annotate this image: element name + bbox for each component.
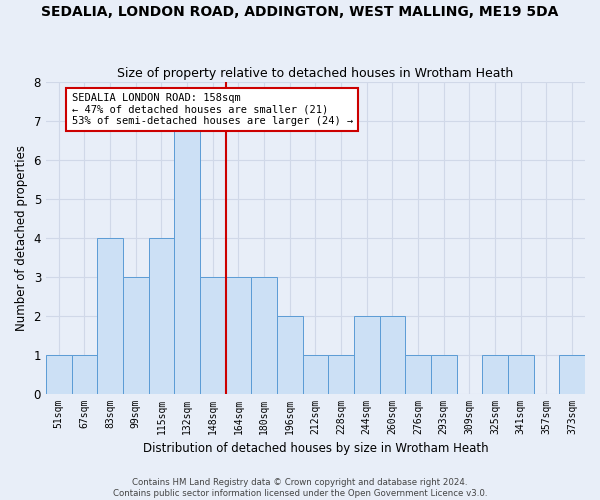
Bar: [251, 276, 277, 394]
Y-axis label: Number of detached properties: Number of detached properties: [15, 145, 28, 331]
Bar: [149, 238, 174, 394]
X-axis label: Distribution of detached houses by size in Wrotham Heath: Distribution of detached houses by size …: [143, 442, 488, 455]
Bar: [482, 354, 508, 394]
Bar: [508, 354, 533, 394]
Bar: [328, 354, 354, 394]
Bar: [71, 354, 97, 394]
Bar: [226, 276, 251, 394]
Bar: [277, 316, 302, 394]
Bar: [97, 238, 123, 394]
Bar: [123, 276, 149, 394]
Bar: [380, 316, 406, 394]
Text: Contains HM Land Registry data © Crown copyright and database right 2024.
Contai: Contains HM Land Registry data © Crown c…: [113, 478, 487, 498]
Bar: [559, 354, 585, 394]
Bar: [46, 354, 71, 394]
Bar: [174, 121, 200, 394]
Bar: [431, 354, 457, 394]
Bar: [200, 276, 226, 394]
Bar: [354, 316, 380, 394]
Text: SEDALIA, LONDON ROAD, ADDINGTON, WEST MALLING, ME19 5DA: SEDALIA, LONDON ROAD, ADDINGTON, WEST MA…: [41, 5, 559, 19]
Bar: [302, 354, 328, 394]
Text: SEDALIA LONDON ROAD: 158sqm
← 47% of detached houses are smaller (21)
53% of sem: SEDALIA LONDON ROAD: 158sqm ← 47% of det…: [71, 93, 353, 126]
Title: Size of property relative to detached houses in Wrotham Heath: Size of property relative to detached ho…: [118, 66, 514, 80]
Bar: [406, 354, 431, 394]
